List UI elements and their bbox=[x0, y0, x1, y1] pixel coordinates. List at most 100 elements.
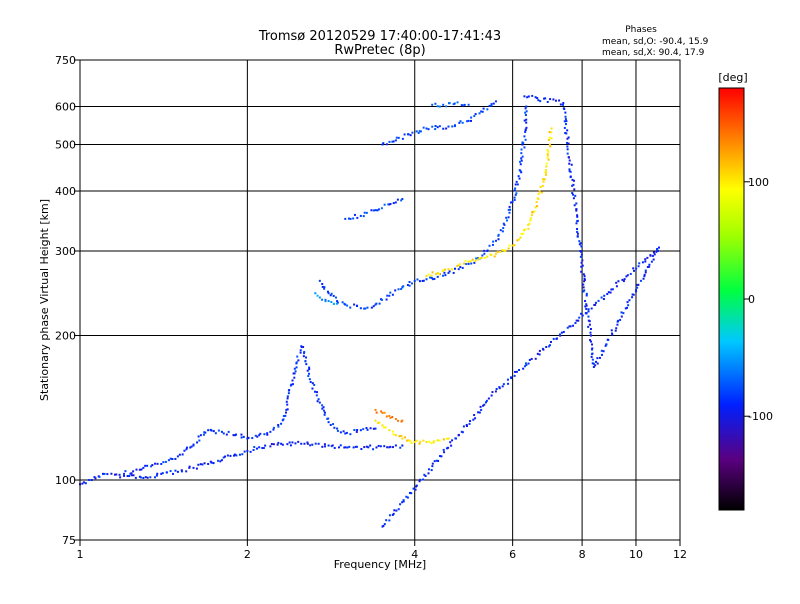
data-point bbox=[491, 391, 494, 394]
data-point bbox=[461, 431, 464, 434]
data-point bbox=[308, 372, 311, 375]
data-point bbox=[423, 473, 426, 476]
data-point bbox=[454, 267, 457, 270]
data-point bbox=[416, 278, 419, 281]
data-point bbox=[84, 482, 87, 485]
data-point bbox=[316, 400, 319, 403]
data-point bbox=[138, 475, 141, 478]
data-point bbox=[315, 394, 318, 397]
data-point bbox=[614, 329, 617, 332]
data-point bbox=[394, 201, 397, 204]
data-point bbox=[385, 415, 388, 418]
data-point bbox=[293, 376, 296, 379]
data-point bbox=[321, 285, 324, 288]
data-point bbox=[272, 426, 275, 429]
data-point bbox=[566, 137, 569, 140]
data-point bbox=[436, 439, 439, 442]
data-point bbox=[408, 491, 411, 494]
data-point bbox=[442, 103, 445, 106]
data-point bbox=[519, 163, 522, 166]
data-point bbox=[513, 374, 516, 377]
data-point bbox=[643, 273, 646, 276]
data-point bbox=[623, 278, 626, 281]
data-point bbox=[197, 435, 200, 438]
data-point bbox=[547, 345, 550, 348]
data-point bbox=[415, 130, 418, 133]
data-point bbox=[527, 95, 530, 98]
data-point bbox=[303, 442, 306, 445]
data-point bbox=[156, 472, 159, 475]
data-point bbox=[624, 307, 627, 310]
data-point bbox=[592, 365, 595, 368]
data-point bbox=[282, 418, 285, 421]
data-point bbox=[383, 203, 386, 206]
data-point bbox=[296, 355, 299, 358]
data-point bbox=[591, 343, 594, 346]
data-point bbox=[378, 421, 381, 424]
data-point bbox=[389, 445, 392, 448]
data-point bbox=[282, 414, 285, 417]
data-point bbox=[515, 370, 518, 373]
data-point bbox=[467, 103, 470, 106]
data-point bbox=[552, 98, 555, 101]
data-point bbox=[401, 437, 404, 440]
data-point bbox=[461, 121, 464, 124]
data-point bbox=[546, 154, 549, 157]
data-point bbox=[644, 258, 647, 261]
data-point bbox=[510, 377, 513, 380]
data-point bbox=[576, 232, 579, 235]
data-point bbox=[93, 476, 96, 479]
data-point bbox=[381, 525, 384, 528]
data-point bbox=[113, 473, 116, 476]
data-point bbox=[495, 388, 498, 391]
data-point bbox=[481, 110, 484, 113]
data-point bbox=[424, 474, 427, 477]
data-point bbox=[537, 193, 540, 196]
data-point bbox=[574, 322, 577, 325]
data-point bbox=[562, 102, 565, 105]
data-point bbox=[444, 274, 447, 277]
data-point bbox=[513, 244, 516, 247]
data-point bbox=[393, 509, 396, 512]
data-point bbox=[329, 294, 332, 297]
phase-stats-x: mean, sd,X: 90.4, 17.9 bbox=[602, 48, 705, 58]
data-point bbox=[576, 220, 579, 223]
data-point bbox=[643, 275, 646, 278]
data-point bbox=[474, 417, 477, 420]
data-point bbox=[183, 449, 186, 452]
data-point bbox=[161, 472, 164, 475]
data-point bbox=[277, 441, 280, 444]
data-point bbox=[381, 411, 384, 414]
data-point bbox=[322, 406, 325, 409]
data-point bbox=[398, 435, 401, 438]
data-point bbox=[523, 365, 526, 368]
data-point bbox=[344, 217, 347, 220]
data-point bbox=[285, 400, 288, 403]
data-point bbox=[311, 443, 314, 446]
data-point bbox=[568, 159, 571, 162]
data-point bbox=[299, 349, 302, 352]
data-point bbox=[272, 443, 275, 446]
data-point bbox=[353, 303, 356, 306]
data-point bbox=[525, 121, 528, 124]
data-point bbox=[374, 419, 377, 422]
data-point bbox=[425, 127, 428, 130]
data-point bbox=[447, 446, 450, 449]
data-point bbox=[469, 260, 472, 263]
data-point bbox=[394, 139, 397, 142]
data-point bbox=[634, 289, 637, 292]
data-point bbox=[459, 266, 462, 269]
data-point bbox=[596, 362, 599, 365]
data-point bbox=[542, 180, 545, 183]
data-point bbox=[591, 362, 594, 365]
data-point bbox=[284, 414, 287, 417]
data-point bbox=[360, 447, 363, 450]
data-point bbox=[118, 473, 121, 476]
data-point bbox=[535, 201, 538, 204]
data-point bbox=[391, 416, 394, 419]
data-point bbox=[391, 140, 394, 143]
data-point bbox=[449, 441, 452, 444]
data-point bbox=[327, 417, 330, 420]
data-point bbox=[288, 389, 291, 392]
data-point bbox=[559, 334, 562, 337]
